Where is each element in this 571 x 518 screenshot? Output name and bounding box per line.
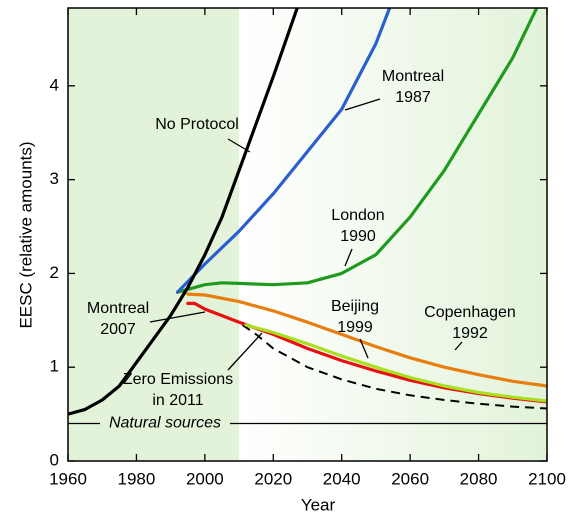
series-label: Beijing (331, 298, 379, 315)
series-label: 2007 (100, 321, 136, 338)
x-tick-label: 2040 (323, 469, 361, 488)
natural-sources-label: Natural sources (109, 415, 221, 432)
x-tick-label: 2020 (254, 469, 292, 488)
series-label: 1992 (452, 325, 488, 342)
series-label: Zero Emissions (123, 371, 233, 388)
series-line (68, 8, 299, 416)
x-tick-label: 1960 (49, 469, 87, 488)
series-label: No Protocol (155, 116, 239, 133)
y-axis-label: EESC (relative amounts) (16, 141, 35, 328)
y-tick-label: 3 (50, 169, 59, 188)
plot-lines (68, 8, 547, 416)
pointer (227, 138, 251, 153)
series-label: Montreal (87, 300, 149, 317)
y-tick-label: 4 (50, 75, 59, 94)
series-label: 1987 (395, 89, 431, 106)
series-line (241, 324, 547, 410)
series-label: Copenhagen (424, 304, 516, 321)
y-tick-label: 1 (50, 357, 59, 376)
pointer (344, 98, 381, 111)
pointer (149, 311, 206, 323)
plot-background (68, 8, 547, 461)
y-tick-label: 0 (50, 450, 59, 469)
x-tick-label: 2100 (528, 469, 566, 488)
x-tick-label: 1980 (118, 469, 156, 488)
series-label: 1999 (337, 319, 373, 336)
pointer (227, 332, 263, 371)
label-background (100, 414, 230, 433)
series-line (175, 8, 539, 294)
series-line (186, 292, 547, 388)
series-label: in 2011 (152, 392, 203, 409)
pointer (454, 341, 463, 351)
series-label: 1990 (340, 228, 376, 245)
plot-frame (67, 7, 548, 462)
x-tick-label: 2000 (186, 469, 224, 488)
series-label: London (331, 207, 384, 224)
series-line (175, 8, 392, 294)
y-tick-label: 2 (50, 263, 59, 282)
pointer (344, 248, 353, 267)
series-line (244, 323, 547, 403)
x-axis-label: Year (301, 495, 336, 514)
x-tick-label: 2060 (391, 469, 429, 488)
pointer (359, 338, 369, 359)
series-label: Montreal (382, 68, 444, 85)
x-tick-label: 2080 (460, 469, 498, 488)
